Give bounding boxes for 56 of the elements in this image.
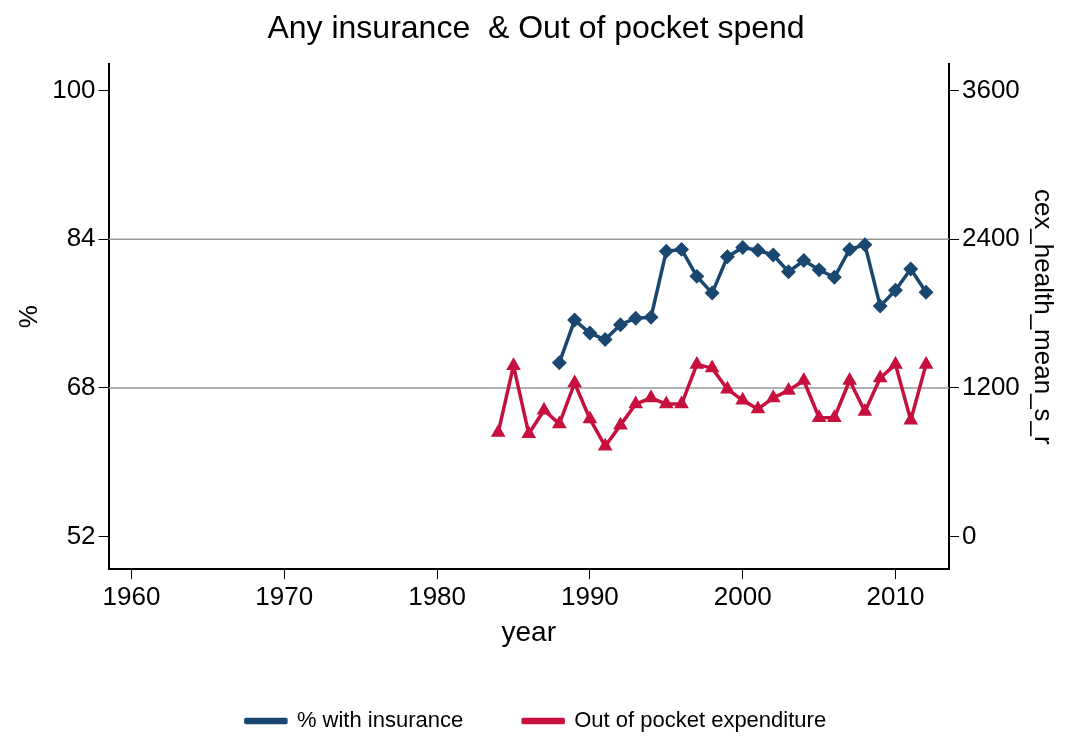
point: [919, 357, 933, 369]
point: [797, 253, 811, 268]
legend-label: % with insurance: [296, 707, 464, 733]
point: [735, 240, 750, 255]
point: [583, 326, 597, 340]
x-tick-label: 2010: [866, 580, 925, 611]
point: [720, 250, 735, 264]
point: [613, 317, 628, 332]
point: [735, 391, 749, 405]
point: [705, 286, 719, 300]
legend-label: Out of pocket expenditure: [574, 707, 827, 733]
point: [919, 285, 933, 299]
point: [659, 244, 674, 259]
point: [858, 238, 872, 252]
y-tick-label: 100: [52, 73, 96, 104]
x-tick-label: 1980: [408, 580, 467, 611]
point: [552, 356, 567, 370]
x-tick-label: 2000: [713, 580, 772, 611]
x-tick-label: 1970: [255, 580, 314, 611]
point: [567, 313, 582, 327]
y-tick-label: 84: [66, 222, 96, 253]
point: [644, 310, 658, 325]
point: [797, 373, 810, 385]
point: [690, 269, 704, 284]
point: [888, 283, 903, 298]
point: [828, 410, 841, 422]
y2-tick-label: 1200: [961, 371, 1020, 402]
y2-axis-title: cex_health_mean_s_r: [1029, 188, 1060, 446]
point: [766, 248, 780, 262]
point: [812, 263, 826, 277]
point: [782, 383, 795, 395]
y2-tick-label: 3600: [961, 73, 1020, 104]
point: [889, 357, 902, 369]
point: [507, 358, 520, 370]
y-tick-label: 68: [66, 371, 96, 402]
point: [751, 402, 765, 414]
x-tick-label: 1990: [560, 580, 619, 611]
y2-tick-label: 0: [961, 519, 977, 550]
y2-tick-label: 2400: [961, 222, 1020, 253]
point: [781, 264, 796, 279]
x-axis-title: year: [501, 615, 556, 647]
y-axis-title: %: [12, 305, 43, 329]
point: [598, 332, 612, 347]
point: [644, 391, 658, 403]
point: [842, 242, 857, 257]
chart-title: Any insurance & Out of pocket spend: [267, 9, 805, 46]
point: [827, 270, 842, 285]
point: [674, 242, 689, 257]
point: [873, 299, 887, 313]
point: [751, 243, 765, 258]
point: [904, 262, 918, 276]
point: [492, 425, 505, 437]
y-tick-label: 52: [66, 519, 96, 550]
point: [628, 311, 643, 325]
point: [843, 373, 856, 385]
x-tick-label: 1960: [102, 580, 161, 611]
